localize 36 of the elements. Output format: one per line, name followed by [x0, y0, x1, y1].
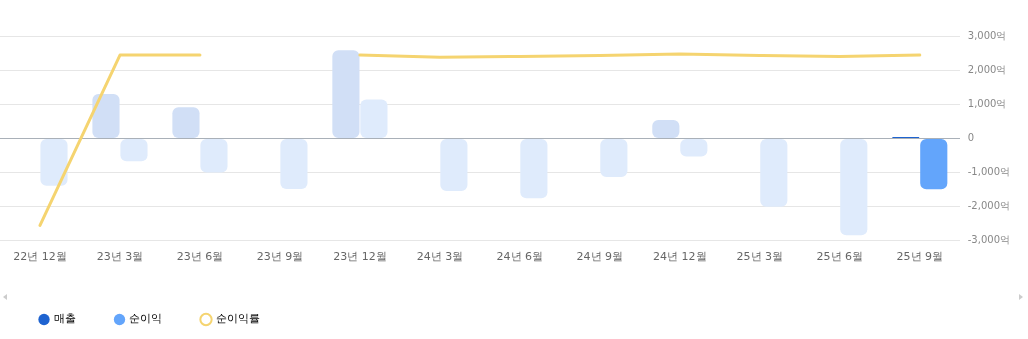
x-tick-label: 23년 3월	[96, 250, 144, 264]
bar	[40, 138, 68, 186]
y-tick-label: 0	[967, 131, 975, 143]
x-tick-label: 24년 9월	[576, 250, 624, 264]
legend-label: 순이익	[129, 312, 162, 326]
x-tick-label: 25년 9월	[896, 250, 944, 264]
bar	[600, 138, 628, 177]
bar	[360, 99, 388, 138]
x-tick-label: 23년 9월	[256, 250, 304, 264]
y-tick-label: -1,000억	[967, 166, 1011, 178]
bar	[200, 138, 228, 173]
bar	[440, 138, 468, 191]
x-tick-label: 24년 12월	[653, 250, 707, 264]
x-tick-label: 23년 12월	[333, 250, 387, 264]
x-tick-label: 25년 3월	[736, 250, 784, 264]
bar	[840, 138, 868, 236]
bar	[280, 138, 308, 189]
bar	[120, 138, 148, 162]
x-tick-label: 24년 6월	[496, 250, 544, 264]
y-tick-label: -3,000억	[967, 234, 1011, 246]
bar	[760, 138, 788, 207]
bar	[92, 94, 120, 138]
x-tick-label: 24년 3월	[416, 250, 464, 264]
x-tick-label: 23년 6월	[176, 250, 224, 264]
x-tick-label: 22년 12월	[13, 250, 67, 264]
bar	[520, 138, 548, 199]
x-tick-label: 25년 6월	[816, 250, 864, 264]
y-tick-label: 1,000억	[967, 97, 1007, 109]
bar	[920, 138, 948, 190]
y-tick-label: 3,000억	[967, 29, 1007, 41]
legend-label: 순이익률	[215, 312, 260, 326]
legend-label: 매출	[53, 312, 76, 326]
y-tick-label: -2,000억	[967, 200, 1011, 212]
bar	[332, 50, 360, 138]
y-tick-label: 2,000억	[967, 63, 1007, 75]
bar	[172, 107, 200, 138]
